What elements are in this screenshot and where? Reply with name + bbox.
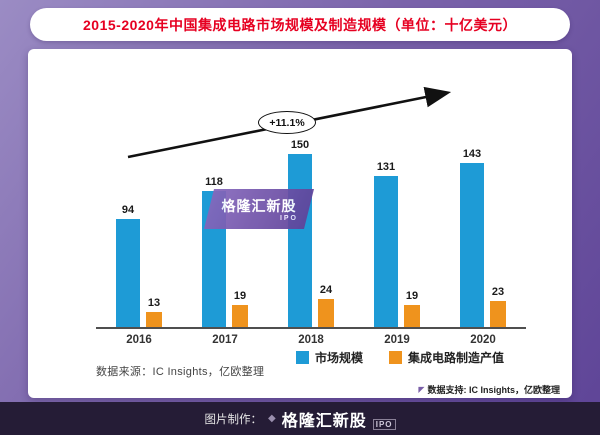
watermark: 格隆汇新股 IPO [204,189,314,229]
footer-bar: 图片制作： ◆ 格隆汇新股 IPO [0,402,600,435]
legend-swatch [389,351,402,364]
legend-item: 集成电路制造产值 [389,349,504,366]
bar-group-2019: 131 19 2019 [374,137,420,346]
x-tick-label: 2019 [384,334,410,346]
data-support-text: ◤ 数据支持: IC Insights，亿欧整理 [418,383,560,396]
footer-brand: 格隆汇新股 [281,412,367,430]
bar-value-label: 19 [405,290,419,302]
x-tick-label: 2016 [126,334,152,346]
bar-市场规模-2016 [116,219,140,327]
x-tick-label: 2020 [470,334,496,346]
data-support-label: 数据支持: IC Insights，亿欧整理 [427,385,560,395]
bar-group-2017: 118 19 2017 [202,137,248,346]
bar-集成电路制造产值-2018 [318,299,334,327]
bar-市场规模-2019 [374,176,398,327]
x-tick-label: 2018 [298,334,324,346]
bar-chart: 94 13 2016 118 19 2017 150 24 2018 131 19 2019 143 23… [96,137,526,346]
bar-group-2016: 94 13 2016 [116,137,162,346]
footer-brand-sub: IPO [372,419,396,430]
bar-group-2020: 143 23 2020 [460,137,506,346]
bar-value-label: 143 [462,148,482,160]
bar-市场规模-2018 [288,154,312,327]
bar-value-label: 150 [290,139,310,151]
growth-rate-annotation: +11.1% [258,111,316,134]
x-axis-line [96,327,526,329]
bar-集成电路制造产值-2016 [146,312,162,327]
chart-title: 2015-2020年中国集成电路市场规模及制造规模（单位：十亿美元） [83,16,517,33]
chart-card: +11.1% 94 13 2016 118 19 2017 150 24 2018 131 19 20… [28,49,572,398]
bar-value-label: 19 [233,290,247,302]
bar-value-label: 131 [376,161,396,173]
bar-group-2018: 150 24 2018 [288,137,334,346]
bar-value-label: 24 [319,284,333,296]
chart-title-banner: 2015-2020年中国集成电路市场规模及制造规模（单位：十亿美元） [30,8,570,41]
legend-item: 市场规模 [295,349,363,366]
x-tick-label: 2017 [212,334,238,346]
bar-集成电路制造产值-2020 [490,301,506,327]
legend-swatch [295,351,309,364]
bar-value-label: 23 [491,286,505,298]
bar-集成电路制造产值-2019 [404,305,420,327]
bar-value-label: 94 [121,204,135,216]
bar-value-label: 13 [147,297,161,309]
legend-label: 集成电路制造产值 [408,351,505,365]
bar-value-label: 118 [205,176,223,188]
data-source-text: 数据来源：IC Insights，亿欧整理 [96,366,265,378]
footer-credit-label: 图片制作： [204,413,263,426]
bar-市场规模-2020 [460,163,484,327]
legend-label: 市场规模 [314,351,363,365]
brand-mark-icon: ◤ [418,385,425,394]
watermark-brand: 格隆汇新股 [221,198,297,214]
bar-集成电路制造产值-2017 [232,305,248,327]
legend: 市场规模 集成电路制造产值 [228,349,572,366]
watermark-sub: IPO [279,215,298,222]
footer-logo-icon: ◆ [268,413,276,424]
